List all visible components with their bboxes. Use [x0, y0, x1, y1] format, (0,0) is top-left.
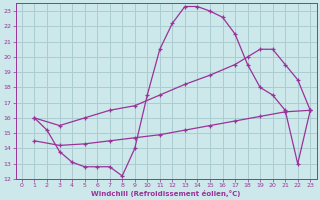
- X-axis label: Windchill (Refroidissement éolien,°C): Windchill (Refroidissement éolien,°C): [92, 190, 241, 197]
